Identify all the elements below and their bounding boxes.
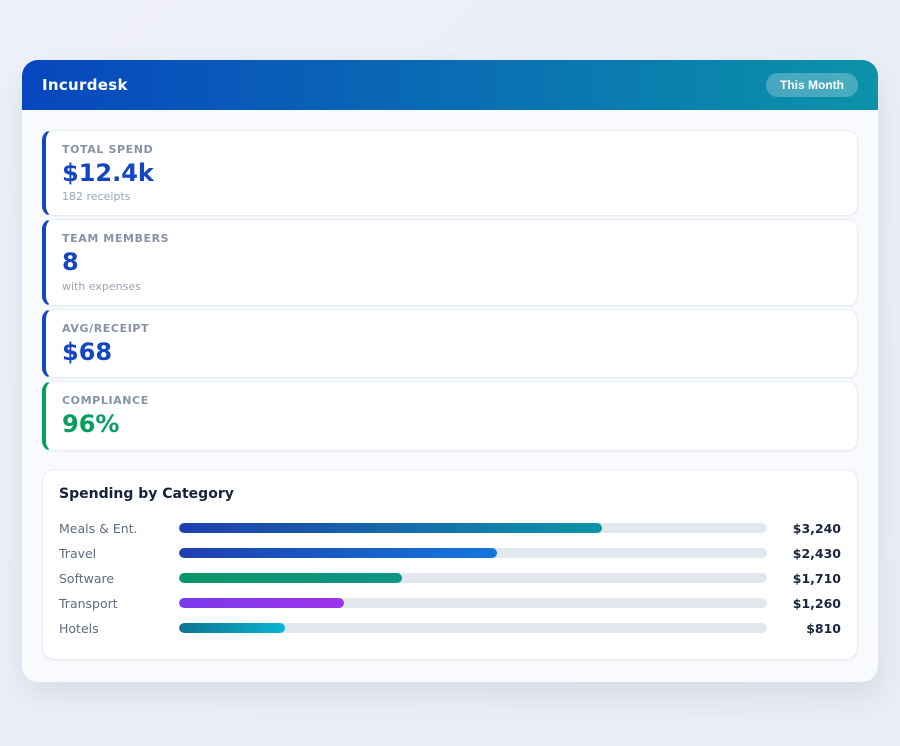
stat-label: COMPLIANCE bbox=[62, 394, 149, 408]
chart-row: Software $1,710 bbox=[59, 566, 841, 591]
stat-label: TOTAL SPEND bbox=[62, 143, 154, 156]
stat-value: $12.4k bbox=[62, 159, 154, 187]
chart-value-label: $1,710 bbox=[792, 570, 841, 586]
chart-bar-fill bbox=[179, 573, 403, 584]
chart-bar-fill bbox=[179, 623, 285, 634]
chart-rows: Meals & Ent. $3,240 Travel $2,430 Software $1… bbox=[59, 516, 841, 641]
chart-value-label: $1,260 bbox=[792, 595, 841, 611]
stat-card-compliance: COMPLIANCE 96% bbox=[42, 381, 858, 451]
chart-value-label: $2,430 bbox=[792, 545, 841, 561]
chart-row: Transport $1,260 bbox=[59, 591, 841, 616]
app-title: Incurdesk bbox=[42, 76, 128, 94]
chart-value-label: $810 bbox=[806, 620, 841, 636]
dashboard-content: TOTAL SPEND $12.4k 182 receipts TEAM MEM… bbox=[22, 110, 878, 682]
stat-subtext: 182 receipts bbox=[62, 190, 131, 204]
chart-bar-track bbox=[179, 573, 767, 584]
chart-row: Travel $2,430 bbox=[59, 541, 841, 566]
chart-bar-track bbox=[179, 548, 767, 559]
stat-label: AVG/RECEIPT bbox=[62, 321, 150, 335]
stat-value: 96% bbox=[62, 410, 120, 439]
chart-bar-fill bbox=[179, 548, 497, 559]
chart-bar-fill bbox=[179, 523, 603, 534]
stat-card-avg-receipt: AVG/RECEIPT $68 bbox=[42, 308, 858, 379]
chart-value-label: $3,240 bbox=[792, 520, 841, 536]
chart-title: Spending by Category bbox=[59, 485, 234, 502]
stat-value: $68 bbox=[62, 337, 113, 366]
chart-category-label: Meals & Ent. bbox=[59, 520, 138, 536]
chart-row: Meals & Ent. $3,240 bbox=[59, 516, 841, 541]
stat-value: 8 bbox=[62, 248, 79, 277]
chart-bar-track bbox=[179, 623, 767, 634]
chart-category-label: Software bbox=[59, 570, 115, 586]
dashboard-panel: Incurdesk This Month TOTAL SPEND $12.4k … bbox=[22, 60, 878, 682]
chart-row: Hotels $810 bbox=[59, 616, 841, 641]
stat-label: TEAM MEMBERS bbox=[62, 232, 170, 246]
chart-bar-track bbox=[179, 523, 767, 534]
chart-bar-track bbox=[179, 598, 767, 609]
app-header: Incurdesk This Month bbox=[22, 60, 878, 110]
stat-card-team-members: TEAM MEMBERS 8 with expenses bbox=[42, 219, 858, 306]
chart-category-label: Hotels bbox=[59, 620, 99, 636]
spending-chart-card: Spending by Category Meals & Ent. $3,240 T… bbox=[42, 468, 858, 660]
chart-category-label: Transport bbox=[59, 595, 118, 611]
period-badge[interactable]: This Month bbox=[766, 73, 858, 97]
chart-category-label: Travel bbox=[59, 545, 97, 561]
stat-card-total-spend: TOTAL SPEND $12.4k 182 receipts bbox=[42, 130, 858, 217]
chart-bar-fill bbox=[179, 598, 344, 609]
stat-subtext: with expenses bbox=[62, 279, 141, 293]
